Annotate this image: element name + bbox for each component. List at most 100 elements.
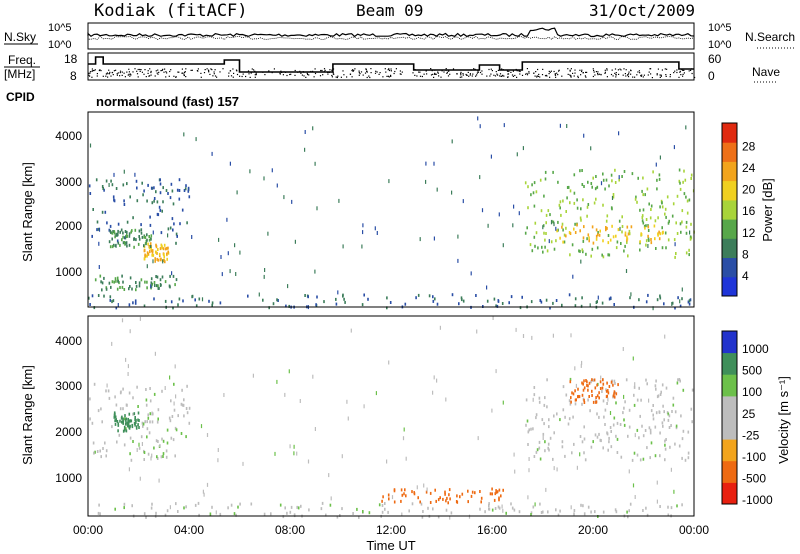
heatmap-cell xyxy=(446,496,448,500)
nave-dot xyxy=(460,71,462,73)
heatmap-cell xyxy=(147,242,149,246)
nave-dot xyxy=(510,71,512,73)
nave-dot xyxy=(354,68,356,70)
colorbar-tick: 100 xyxy=(742,385,762,399)
scatter-cell xyxy=(652,306,654,311)
heatmap-cell xyxy=(268,306,270,310)
heatmap-cell xyxy=(605,389,608,393)
heatmap-cell xyxy=(560,213,562,217)
heatmap-cell xyxy=(595,228,598,232)
heatmap-cell xyxy=(587,505,590,509)
heatmap-cell xyxy=(502,488,504,492)
heatmap-cell xyxy=(606,214,609,218)
heatmap-cell xyxy=(161,275,164,279)
heatmap-cell xyxy=(121,285,124,289)
nave-dot xyxy=(210,68,212,70)
scatter-cell xyxy=(542,436,544,440)
scatter-cell xyxy=(425,161,427,166)
nave-dot xyxy=(228,72,230,74)
heatmap-cell xyxy=(150,234,153,238)
nave-dot xyxy=(647,74,649,76)
heatmap-cell xyxy=(170,399,172,403)
heatmap-cell xyxy=(323,300,325,304)
heatmap-cell xyxy=(552,220,555,224)
heatmap-cell xyxy=(610,173,613,177)
scatter-cell xyxy=(276,379,278,384)
nave-dot xyxy=(682,73,684,75)
scatter-cell xyxy=(490,154,492,159)
heatmap-cell xyxy=(422,510,424,513)
scatter-cell xyxy=(98,227,101,232)
scatter-cell xyxy=(401,512,403,517)
heatmap-cell xyxy=(109,229,112,233)
heatmap-cell xyxy=(530,193,532,197)
heatmap-cell xyxy=(131,287,133,291)
scatter-cell xyxy=(239,250,241,255)
scatter-cell xyxy=(457,234,459,239)
nave-dot xyxy=(574,69,576,71)
heatmap-cell xyxy=(596,246,599,250)
nave-dot xyxy=(290,73,292,75)
scatter-cell xyxy=(264,268,266,272)
heatmap-cell xyxy=(117,232,119,236)
nave-dot xyxy=(519,70,521,73)
heatmap-cell xyxy=(624,244,626,248)
heatmap-cell xyxy=(540,209,543,213)
heatmap-cell xyxy=(668,414,671,418)
heatmap-cell xyxy=(185,184,187,188)
scatter-cell xyxy=(388,360,390,365)
heatmap-cell xyxy=(105,389,107,393)
heatmap-cell xyxy=(109,245,112,249)
heatmap-cell xyxy=(358,515,360,519)
scatter-cell xyxy=(491,408,493,413)
heatmap-cell xyxy=(144,242,147,246)
heatmap-cell xyxy=(642,176,644,180)
heatmap-cell xyxy=(188,421,191,425)
heatmap-cell xyxy=(641,214,644,218)
heatmap-cell xyxy=(157,417,159,421)
heatmap-cell xyxy=(575,398,577,402)
heatmap-cell xyxy=(143,235,146,239)
nave-dot xyxy=(353,69,355,71)
heatmap-cell xyxy=(156,457,159,460)
heatmap-cell xyxy=(599,380,602,384)
power-ytick-3000: 3000 xyxy=(55,175,82,189)
heatmap-cell xyxy=(681,220,683,224)
heatmap-cell xyxy=(183,398,185,402)
heatmap-cell xyxy=(135,284,138,288)
nave-dot xyxy=(606,69,608,71)
heatmap-cell xyxy=(387,493,390,497)
heatmap-cell xyxy=(533,386,536,389)
nave-dot xyxy=(546,75,548,77)
heatmap-cell xyxy=(151,250,154,254)
heatmap-cell xyxy=(569,253,571,257)
nave-dot xyxy=(111,71,114,74)
scatter-cell xyxy=(274,451,276,456)
nave-dot xyxy=(499,75,501,77)
heatmap-cell xyxy=(111,237,113,241)
nave-dot xyxy=(196,70,198,72)
power-ytick-1000: 1000 xyxy=(55,265,82,279)
heatmap-cell xyxy=(131,504,133,508)
heatmap-cell xyxy=(626,237,629,241)
heatmap-cell xyxy=(164,299,167,303)
nave-dot xyxy=(352,70,354,72)
heatmap-cell xyxy=(304,294,306,297)
heatmap-cell xyxy=(136,186,138,190)
scatter-cell xyxy=(226,217,228,222)
heatmap-cell xyxy=(307,295,309,299)
heatmap-cell xyxy=(637,176,639,180)
heatmap-cell xyxy=(153,297,155,301)
heatmap-cell xyxy=(154,284,156,287)
heatmap-cell xyxy=(544,396,546,400)
heatmap-cell xyxy=(143,189,145,193)
heatmap-cell xyxy=(285,304,287,308)
heatmap-cell xyxy=(659,294,661,298)
heatmap-cell xyxy=(115,418,117,422)
heatmap-cell xyxy=(140,231,143,235)
scatter-cell xyxy=(375,391,377,396)
nave-dot xyxy=(502,74,504,76)
nave-dot xyxy=(518,70,520,72)
scatter-cell xyxy=(553,222,555,227)
